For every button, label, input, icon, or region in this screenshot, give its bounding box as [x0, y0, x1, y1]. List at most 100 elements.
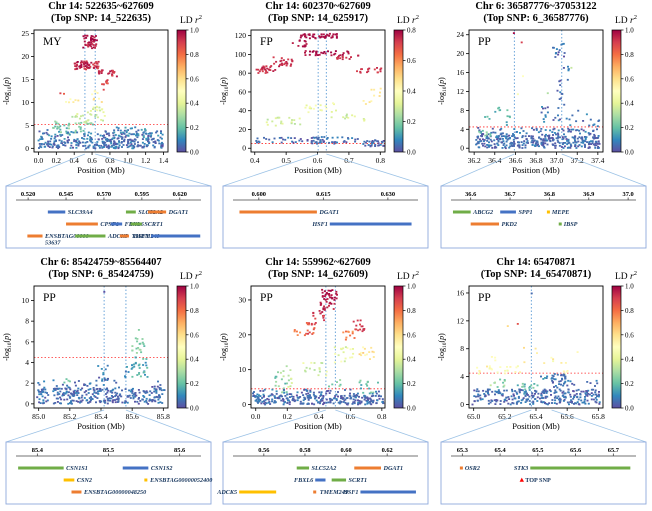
svg-text:Position (Mb): Position (Mb) — [512, 421, 560, 431]
ld-r2-colorbar-label: LD r2 — [397, 270, 419, 283]
ld-r2-colorbar-label: LD r2 — [397, 14, 419, 27]
svg-text:85.2: 85.2 — [63, 412, 76, 421]
svg-text:ENSBTAG00000052400: ENSBTAG00000052400 — [149, 477, 212, 484]
svg-text:0.570: 0.570 — [97, 191, 111, 198]
panel-title: Chr 6: 36587776~37053122 — [475, 1, 597, 12]
trait-label: MY — [43, 36, 62, 48]
svg-text:0.6: 0.6 — [313, 156, 323, 165]
svg-text:HSF1: HSF1 — [132, 233, 148, 240]
svg-text:1.0: 1.0 — [625, 283, 634, 291]
svg-text:0: 0 — [460, 144, 464, 153]
svg-text:ENSBTAG00000048250: ENSBTAG00000048250 — [83, 489, 146, 496]
svg-text:Position (Mb): Position (Mb) — [77, 421, 125, 431]
svg-text:8: 8 — [460, 344, 464, 353]
svg-text:CSN1S1: CSN1S1 — [66, 465, 88, 472]
svg-text:37.2: 37.2 — [571, 156, 584, 165]
svg-text:85.4: 85.4 — [94, 412, 107, 421]
scatter-plot-svg: 65.0 65.2 65.4 65.6 65.8 0 4 8 12 16 Position (Mb)… — [437, 283, 647, 505]
panel-subtitle: (Top SNP: 14_522635) — [51, 13, 151, 24]
svg-text:85.0: 85.0 — [32, 412, 45, 421]
svg-text:0.8: 0.8 — [190, 51, 199, 59]
panel-pp-chr6-b: 85.0 85.2 85.4 85.6 85.8 0 2 4 6 8 10 Position (Mb)… — [0, 256, 217, 511]
svg-text:0.2: 0.2 — [190, 124, 199, 132]
svg-text:1.0: 1.0 — [190, 27, 199, 35]
svg-text:12: 12 — [457, 87, 465, 96]
svg-text:12: 12 — [457, 316, 465, 325]
svg-text:0.545: 0.545 — [59, 191, 73, 198]
svg-text:0.8: 0.8 — [105, 156, 115, 165]
svg-text:FBXL6: FBXL6 — [294, 477, 314, 484]
trait-label: PP — [478, 292, 491, 304]
svg-text:10: 10 — [22, 296, 30, 305]
svg-text:0.6: 0.6 — [625, 75, 634, 83]
svg-text:36.4: 36.4 — [488, 156, 501, 165]
svg-text:0.0: 0.0 — [190, 405, 199, 413]
scatter-plot-svg: 0.4 0.5 0.6 0.7 0.8 0 20 40 60 80 100 120 Position (… — [219, 27, 429, 249]
svg-text:65.0: 65.0 — [467, 412, 480, 421]
svg-text:CSN2: CSN2 — [77, 477, 92, 484]
trait-label: PP — [43, 292, 56, 304]
svg-text:1.0: 1.0 — [625, 27, 634, 35]
svg-text:0.4: 0.4 — [250, 156, 260, 165]
svg-text:85.6: 85.6 — [126, 412, 139, 421]
svg-text:0.6: 0.6 — [407, 57, 416, 65]
svg-text:Position (Mb): Position (Mb) — [512, 165, 560, 175]
svg-text:SCRT1: SCRT1 — [144, 221, 163, 228]
svg-text:65.4: 65.4 — [494, 447, 506, 454]
svg-text:40: 40 — [239, 106, 247, 115]
svg-text:8: 8 — [25, 317, 29, 326]
svg-text:-log10(p): -log10(p) — [2, 333, 13, 361]
svg-text:0.8: 0.8 — [625, 51, 634, 59]
svg-text:Position (Mb): Position (Mb) — [294, 165, 342, 175]
svg-text:36.8: 36.8 — [529, 156, 542, 165]
svg-text:0.0: 0.0 — [625, 149, 634, 157]
svg-text:0.8: 0.8 — [407, 307, 416, 315]
svg-text:0: 0 — [25, 399, 29, 408]
svg-text:0.4: 0.4 — [625, 356, 634, 364]
svg-text:CSN1S2: CSN1S2 — [151, 465, 173, 472]
svg-text:0.2: 0.2 — [625, 124, 634, 132]
svg-text:OSR2: OSR2 — [465, 465, 480, 472]
svg-text:36.6: 36.6 — [509, 156, 522, 165]
svg-text:0.8: 0.8 — [190, 307, 199, 315]
svg-text:-log10(p): -log10(p) — [437, 333, 448, 361]
svg-text:0.0: 0.0 — [34, 156, 44, 165]
svg-text:0: 0 — [242, 144, 246, 153]
svg-text:MEPE: MEPE — [551, 209, 570, 216]
svg-text:0.6: 0.6 — [190, 75, 199, 83]
svg-text:0.5: 0.5 — [281, 156, 291, 165]
svg-text:85.5: 85.5 — [103, 447, 114, 454]
svg-text:20: 20 — [457, 49, 465, 58]
svg-text:-log10(p): -log10(p) — [219, 333, 230, 361]
svg-text:0.6: 0.6 — [87, 156, 97, 165]
svg-text:0.4: 0.4 — [314, 412, 324, 421]
svg-text:0.520: 0.520 — [21, 191, 35, 198]
svg-text:100: 100 — [235, 50, 247, 59]
svg-text:65.5: 65.5 — [532, 447, 543, 454]
svg-text:-log10(p): -log10(p) — [437, 77, 448, 105]
svg-text:0.2: 0.2 — [625, 380, 634, 388]
svg-text:0.0: 0.0 — [407, 405, 416, 413]
svg-text:DGAT1: DGAT1 — [168, 209, 189, 216]
svg-text:36.7: 36.7 — [504, 191, 516, 198]
svg-text:0.2: 0.2 — [407, 380, 416, 388]
svg-text:4: 4 — [25, 358, 29, 367]
panel-pp-chr6-a: 36.2 36.4 36.6 36.8 37.0 37.2 37.4 0 4 8 12 16 20 24 P… — [435, 0, 652, 255]
svg-text:0.4: 0.4 — [70, 156, 80, 165]
svg-text:TOP SNP: TOP SNP — [525, 477, 551, 484]
svg-text:-log10(p): -log10(p) — [2, 77, 13, 105]
svg-text:0.62: 0.62 — [382, 447, 393, 454]
svg-text:DGAT1: DGAT1 — [318, 209, 339, 216]
svg-text:SPP1: SPP1 — [518, 209, 532, 216]
ld-r2-colorbar-label: LD r2 — [615, 270, 637, 283]
svg-text:0.8: 0.8 — [407, 27, 416, 35]
scatter-plot-svg: 36.2 36.4 36.6 36.8 37.0 37.2 37.4 0 4 8 12 16 20 24 P… — [437, 27, 647, 249]
svg-text:37.4: 37.4 — [591, 156, 604, 165]
svg-text:SLC39A4: SLC39A4 — [68, 209, 93, 216]
svg-text:HSF1: HSF1 — [311, 221, 327, 228]
svg-text:85.8: 85.8 — [157, 412, 170, 421]
svg-text:-log10(p): -log10(p) — [219, 77, 230, 105]
svg-text:Position (Mb): Position (Mb) — [294, 421, 342, 431]
svg-text:1.4: 1.4 — [159, 156, 169, 165]
